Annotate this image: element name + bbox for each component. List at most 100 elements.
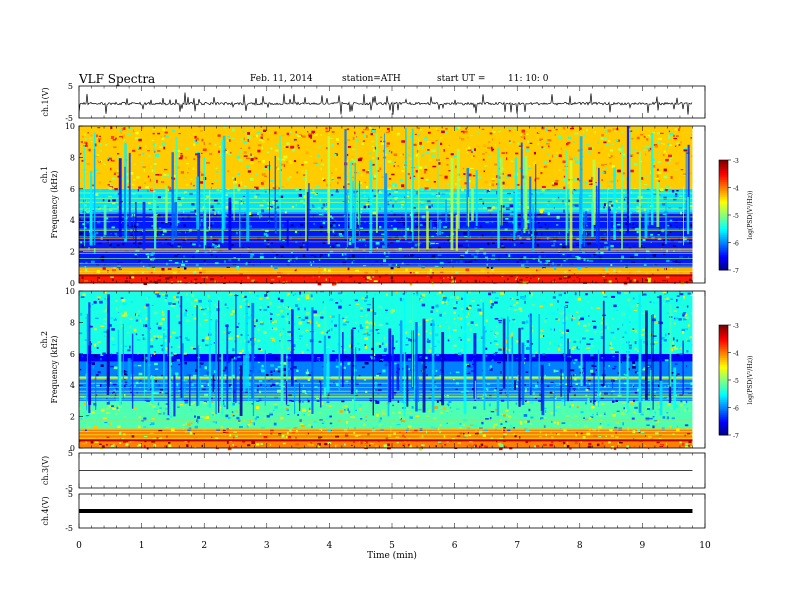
psd-speckle: [430, 353, 432, 357]
psd-speckle: [185, 231, 187, 234]
psd-speckle: [248, 146, 251, 150]
psd-speckle: [417, 264, 422, 267]
colorbar-step: [719, 257, 728, 260]
psd-speckle: [361, 174, 363, 177]
psd-speckle: [370, 309, 374, 312]
psd-speckle: [657, 171, 662, 174]
psd-speckle: [562, 245, 566, 247]
psd-speckle: [323, 268, 327, 271]
psd-speckle: [594, 391, 598, 393]
colorbar-step: [719, 233, 728, 236]
psd-speckle: [487, 389, 489, 391]
psd-speckle: [430, 310, 433, 313]
psd-speckle: [456, 260, 458, 263]
psd-speckle: [626, 418, 628, 422]
psd-speckle: [617, 372, 620, 375]
psd-speckle: [220, 426, 223, 428]
psd-speckle: [286, 431, 289, 435]
psd-speckle: [519, 257, 523, 261]
psd-speckle: [85, 355, 88, 357]
psd-speckle: [331, 425, 334, 427]
psd-speckle: [375, 389, 377, 392]
psd-speckle: [425, 374, 428, 377]
psd-speckle: [316, 186, 320, 188]
psd-speckle: [683, 314, 686, 317]
psd-speckle: [169, 236, 172, 238]
psd-speckle: [672, 245, 677, 247]
psd-speckle: [168, 189, 170, 191]
psd-speckle: [168, 336, 172, 338]
psd-speckle: [399, 416, 401, 420]
psd-speckle: [318, 340, 322, 343]
psd-speckle: [622, 422, 624, 426]
psd-speckle: [320, 230, 323, 233]
psd-speckle: [183, 224, 186, 228]
psd-speckle: [415, 165, 419, 167]
psd-speckle: [675, 162, 679, 165]
psd-speckle: [465, 307, 470, 310]
psd-speckle: [113, 234, 116, 238]
psd-sferic: [456, 148, 460, 229]
psd-speckle: [192, 243, 196, 246]
psd-speckle: [587, 242, 591, 245]
psd-speckle: [138, 195, 143, 198]
psd-speckle: [157, 196, 161, 199]
psd-speckle: [576, 244, 580, 246]
colorbar-step: [719, 169, 728, 172]
psd-speckle: [645, 411, 648, 413]
psd-speckle: [258, 161, 261, 163]
psd-speckle: [149, 280, 153, 282]
psd-speckle: [563, 277, 566, 279]
psd-speckle: [409, 282, 413, 286]
psd-speckle: [574, 374, 576, 376]
psd-speckle: [577, 178, 580, 181]
psd-speckle: [134, 253, 137, 256]
colorbar-step: [719, 187, 728, 190]
psd-speckle: [365, 419, 367, 422]
psd-speckle: [203, 374, 208, 377]
psd-speckle: [90, 260, 95, 264]
psd-speckle: [459, 136, 461, 139]
psd-speckle: [176, 314, 180, 318]
psd-speckle: [347, 362, 350, 366]
psd-speckle: [598, 255, 603, 258]
psd-speckle: [329, 415, 332, 418]
psd-speckle: [277, 297, 280, 300]
psd-speckle: [261, 133, 263, 136]
psd-speckle: [407, 401, 410, 403]
psd-speckle: [310, 442, 313, 444]
psd-speckle: [134, 384, 136, 387]
psd-speckle: [253, 338, 256, 341]
psd-speckle: [407, 443, 410, 447]
psd-speckle: [277, 157, 281, 161]
psd-speckle: [551, 436, 554, 440]
psd-speckle: [656, 441, 660, 444]
psd-speckle: [424, 137, 428, 141]
psd-speckle: [582, 311, 584, 313]
psd-speckle: [123, 385, 126, 388]
colorbar-step: [719, 204, 728, 207]
psd-speckle: [371, 420, 376, 423]
psd-speckle: [631, 261, 636, 264]
psd-speckle: [605, 381, 607, 384]
psd-speckle: [249, 420, 252, 423]
psd-speckle: [268, 206, 273, 208]
psd-speckle: [543, 267, 546, 271]
psd-speckle: [157, 279, 162, 282]
psd-speckle: [531, 329, 534, 332]
psd-speckle: [588, 183, 593, 185]
psd-speckle: [661, 340, 663, 342]
psd-speckle: [576, 339, 580, 341]
psd-speckle: [131, 193, 136, 195]
psd-speckle: [666, 297, 669, 300]
psd-speckle: [201, 138, 204, 142]
psd-speckle: [409, 412, 412, 414]
psd-speckle: [640, 431, 645, 434]
psd-speckle: [489, 132, 493, 135]
psd-speckle: [192, 184, 194, 187]
psd-speckle: [112, 344, 116, 346]
psd-speckle: [112, 202, 116, 205]
psd-speckle: [355, 136, 358, 138]
psd-speckle: [112, 269, 116, 272]
psd-speckle: [326, 147, 328, 150]
